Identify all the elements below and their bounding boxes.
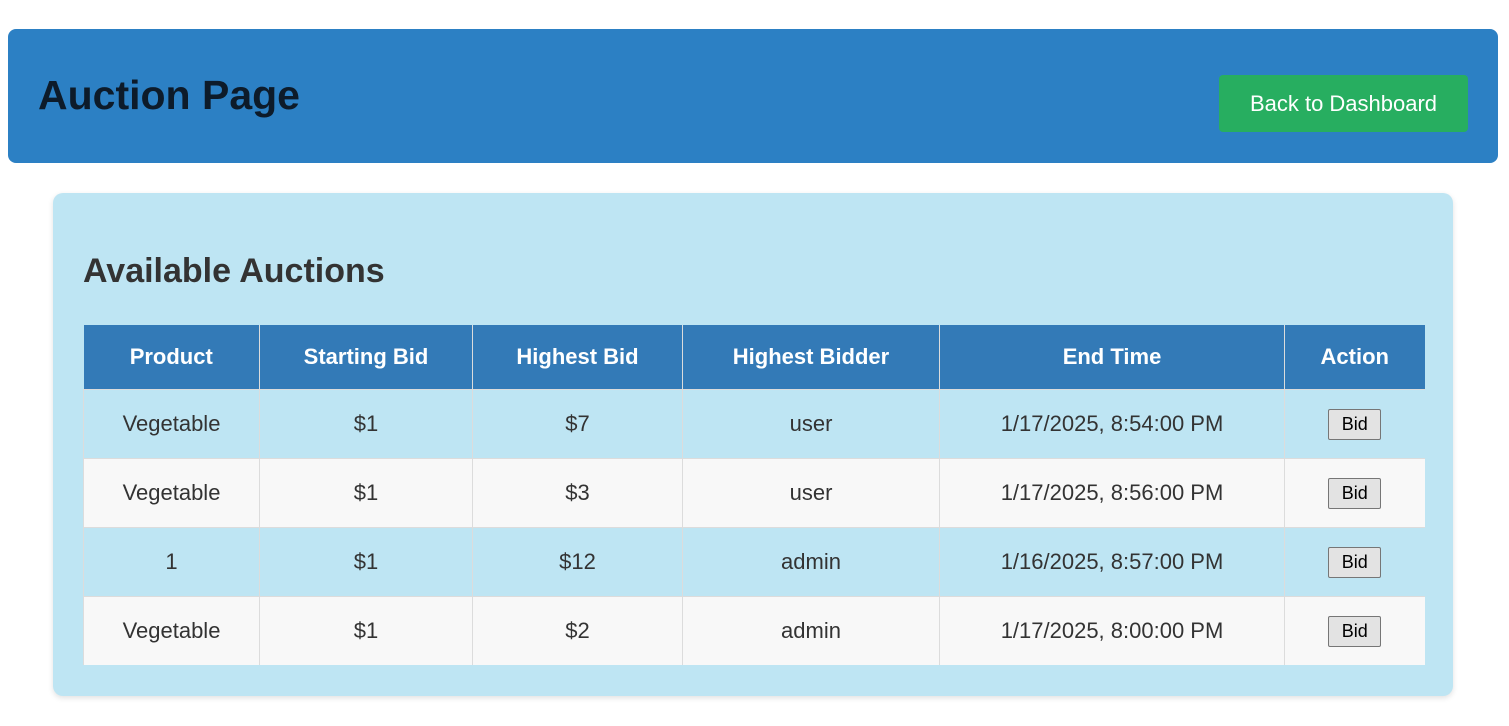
cell-highest-bid: $12 [472, 527, 683, 597]
bid-button[interactable]: Bid [1328, 546, 1382, 578]
cell-highest-bidder: admin [682, 596, 940, 665]
cell-action: Bid [1284, 389, 1425, 459]
cell-highest-bid: $3 [472, 458, 683, 528]
table-row: Vegetable $1 $3 user 1/17/2025, 8:56:00 … [83, 458, 1425, 528]
cell-product: Vegetable [83, 596, 260, 665]
cell-action: Bid [1284, 596, 1425, 665]
cell-action: Bid [1284, 527, 1425, 597]
cell-highest-bidder: user [682, 458, 940, 528]
cell-starting-bid: $1 [259, 389, 473, 459]
back-to-dashboard-button[interactable]: Back to Dashboard [1219, 75, 1468, 132]
bid-button[interactable]: Bid [1328, 477, 1382, 509]
cell-highest-bid: $2 [472, 596, 683, 665]
bid-button[interactable]: Bid [1328, 615, 1382, 647]
cell-highest-bid: $7 [472, 389, 683, 459]
column-header-end-time: End Time [939, 325, 1285, 390]
table-row: 1 $1 $12 admin 1/16/2025, 8:57:00 PM Bid [83, 527, 1425, 597]
cell-product: 1 [83, 527, 260, 597]
table-header-row: Product Starting Bid Highest Bid Highest… [83, 325, 1425, 390]
column-header-highest-bidder: Highest Bidder [682, 325, 940, 390]
cell-end-time: 1/17/2025, 8:00:00 PM [939, 596, 1285, 665]
cell-action: Bid [1284, 458, 1425, 528]
page-title: Auction Page [38, 72, 300, 118]
auctions-panel: Available Auctions Product Starting Bid … [53, 193, 1453, 696]
cell-starting-bid: $1 [259, 596, 473, 665]
table-row: Vegetable $1 $2 admin 1/17/2025, 8:00:00… [83, 596, 1425, 665]
cell-product: Vegetable [83, 458, 260, 528]
column-header-product: Product [83, 325, 260, 390]
column-header-action: Action [1284, 325, 1425, 390]
cell-starting-bid: $1 [259, 527, 473, 597]
cell-end-time: 1/17/2025, 8:56:00 PM [939, 458, 1285, 528]
section-title: Available Auctions [83, 252, 385, 290]
auctions-table: Product Starting Bid Highest Bid Highest… [83, 325, 1425, 665]
page-header: Auction Page Back to Dashboard [8, 29, 1498, 163]
bid-button[interactable]: Bid [1328, 408, 1382, 440]
cell-starting-bid: $1 [259, 458, 473, 528]
cell-end-time: 1/17/2025, 8:54:00 PM [939, 389, 1285, 459]
cell-highest-bidder: user [682, 389, 940, 459]
column-header-highest-bid: Highest Bid [472, 325, 683, 390]
cell-product: Vegetable [83, 389, 260, 459]
column-header-starting-bid: Starting Bid [259, 325, 473, 390]
cell-highest-bidder: admin [682, 527, 940, 597]
cell-end-time: 1/16/2025, 8:57:00 PM [939, 527, 1285, 597]
table-row: Vegetable $1 $7 user 1/17/2025, 8:54:00 … [83, 389, 1425, 459]
